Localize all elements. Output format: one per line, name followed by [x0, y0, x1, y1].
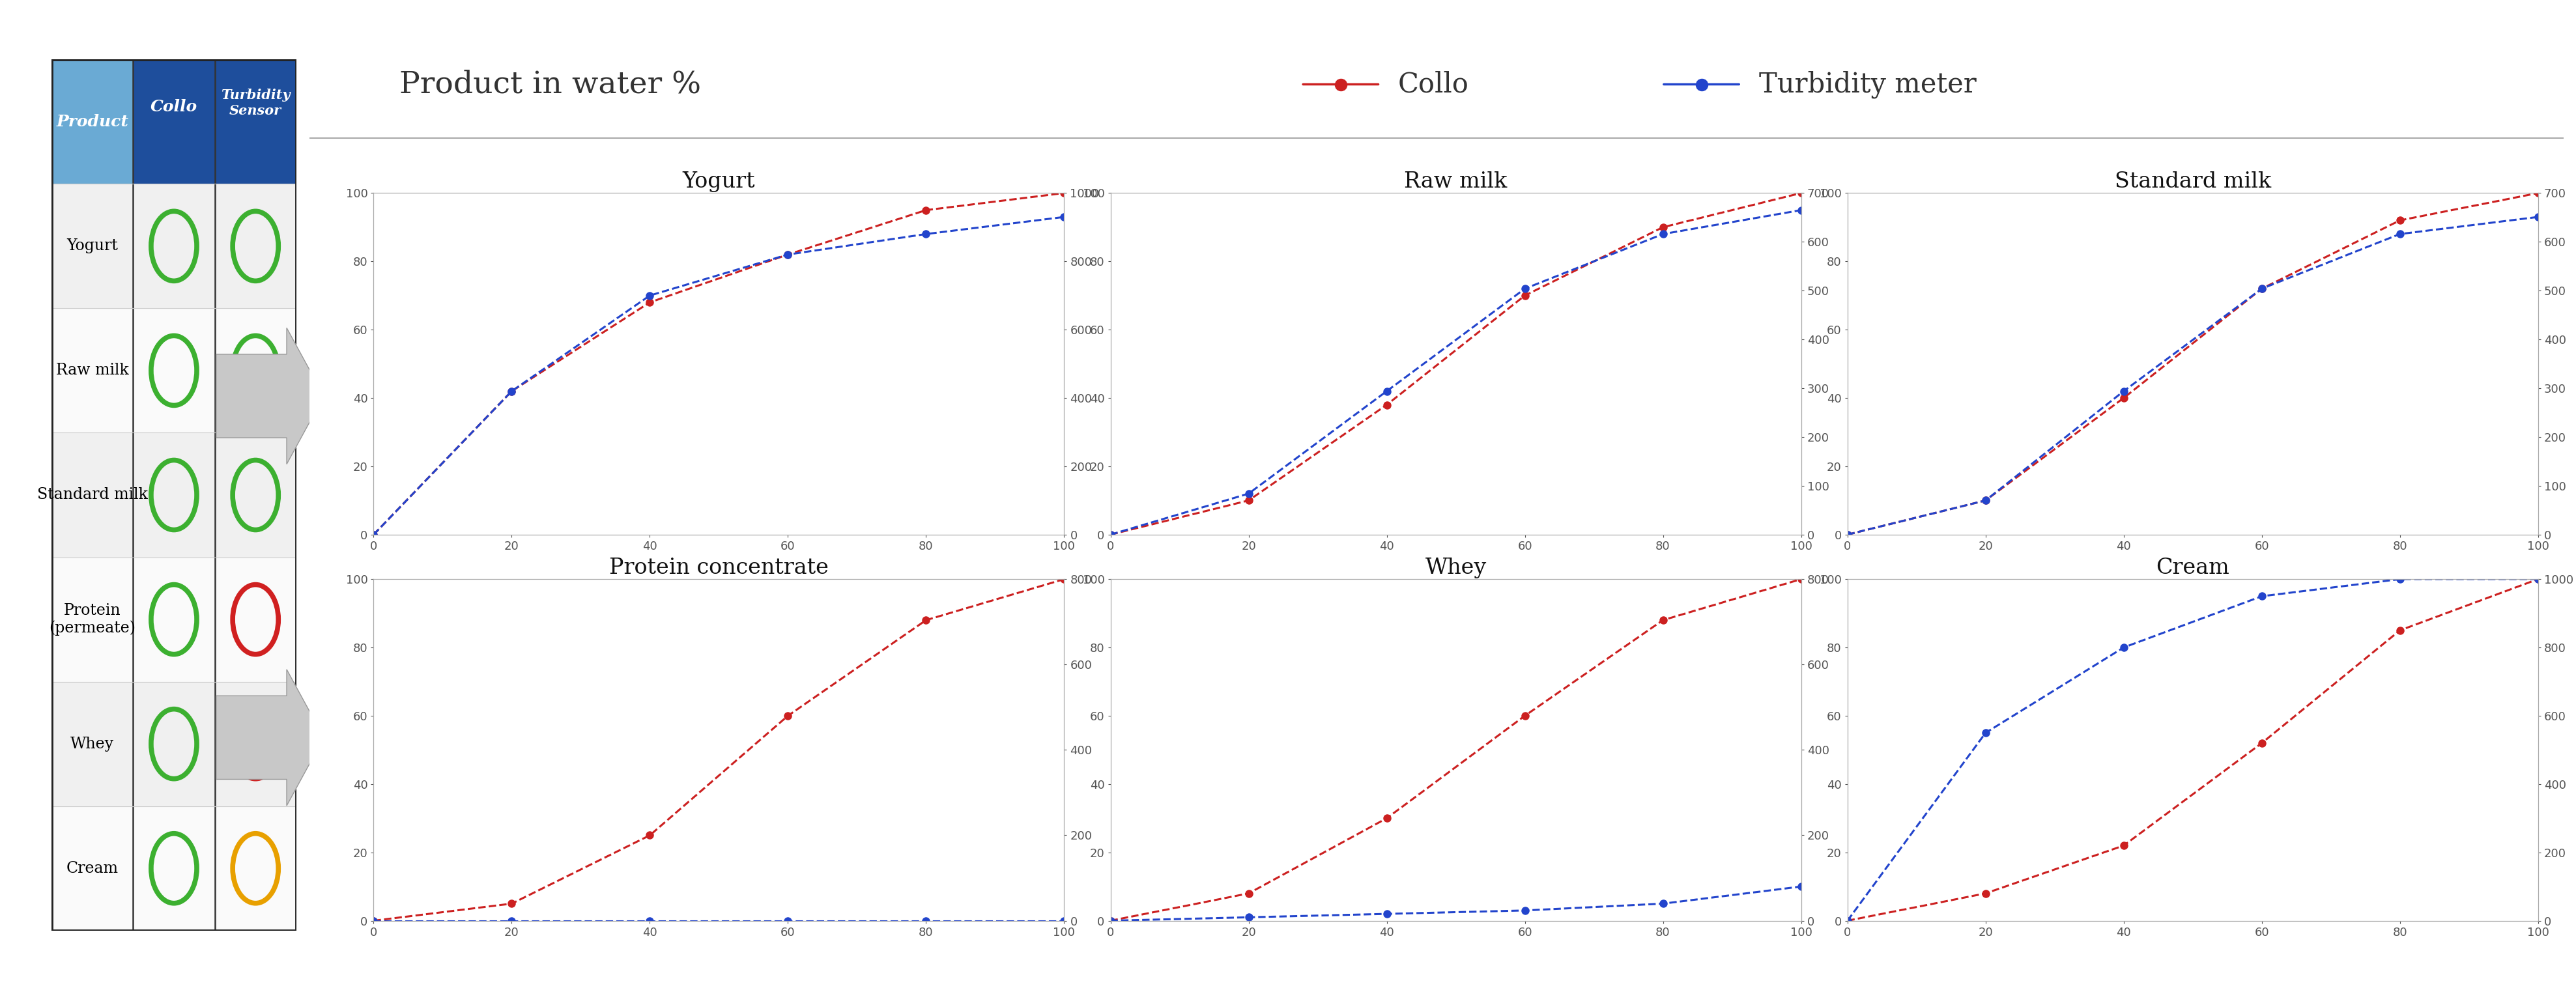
FancyArrow shape: [216, 669, 325, 806]
Text: Raw milk: Raw milk: [57, 363, 129, 378]
FancyBboxPatch shape: [52, 59, 134, 184]
FancyBboxPatch shape: [52, 557, 296, 682]
Text: Protein
(permeate): Protein (permeate): [49, 603, 137, 636]
Text: Standard milk: Standard milk: [36, 487, 147, 503]
FancyBboxPatch shape: [134, 59, 214, 184]
Title: Protein concentrate: Protein concentrate: [608, 557, 829, 578]
Title: Yogurt: Yogurt: [683, 171, 755, 192]
FancyBboxPatch shape: [214, 59, 296, 184]
Title: Cream: Cream: [2156, 557, 2228, 578]
FancyBboxPatch shape: [52, 184, 296, 308]
FancyBboxPatch shape: [52, 682, 296, 806]
FancyBboxPatch shape: [52, 308, 296, 433]
Text: Product: Product: [57, 114, 129, 130]
FancyBboxPatch shape: [52, 433, 296, 557]
FancyArrow shape: [216, 328, 325, 464]
Text: Collo: Collo: [149, 99, 198, 115]
Text: Cream: Cream: [67, 861, 118, 876]
Text: Whey: Whey: [70, 737, 113, 751]
Text: Turbidity
Sensor: Turbidity Sensor: [222, 88, 291, 118]
FancyBboxPatch shape: [52, 806, 296, 931]
Title: Raw milk: Raw milk: [1404, 171, 1507, 192]
Text: Yogurt: Yogurt: [67, 239, 118, 253]
Text: Turbidity meter: Turbidity meter: [1759, 70, 1976, 98]
Title: Standard milk: Standard milk: [2115, 171, 2269, 192]
Title: Whey: Whey: [1425, 557, 1486, 578]
Text: Product in water %: Product in water %: [399, 69, 701, 99]
Text: Collo: Collo: [1399, 70, 1468, 98]
